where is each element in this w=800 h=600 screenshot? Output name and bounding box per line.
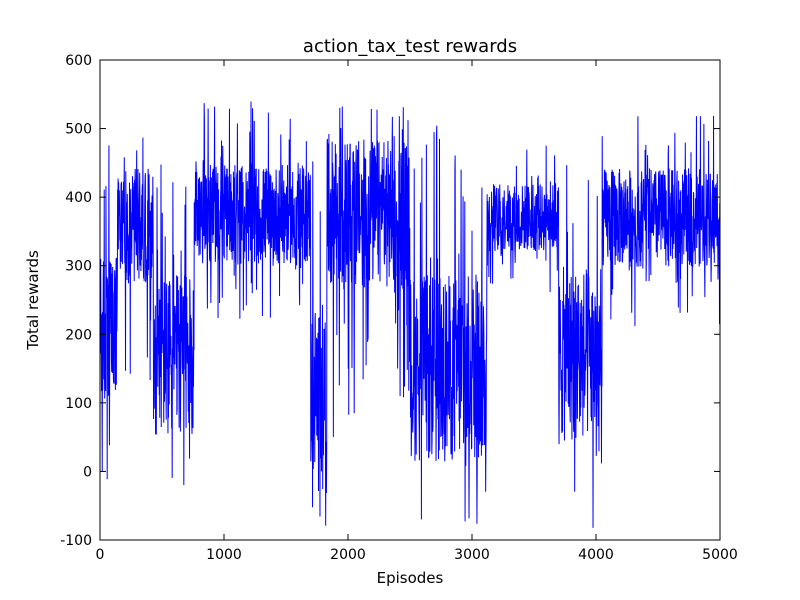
y-tick-label: 200	[65, 327, 92, 343]
plot-frame	[99, 59, 721, 541]
chart-title: action_tax_test rewards	[303, 36, 517, 57]
y-axis-label: Total rewards	[24, 250, 42, 351]
y-tick-label: -100	[60, 533, 92, 549]
y-tick-label: 600	[65, 53, 92, 69]
x-tick-label: 2000	[330, 547, 366, 563]
x-tick-label: 3000	[454, 547, 490, 563]
y-tick-label: 500	[65, 122, 92, 138]
x-tick-label: 1000	[206, 547, 242, 563]
ticks-layer: 0 1000 2000 3000 4000 5000-100010020030040050…	[60, 53, 738, 563]
x-tick-label: 4000	[578, 547, 614, 563]
y-tick-label: 400	[65, 190, 92, 206]
y-tick-label: 100	[65, 396, 92, 412]
x-tick-label: 5000	[702, 547, 738, 563]
y-tick-label: 300	[65, 259, 92, 275]
y-tick-label: 0	[83, 464, 92, 480]
series-layer	[99, 101, 721, 528]
x-tick-label: 0	[96, 547, 105, 563]
series-line-rewards	[99, 101, 721, 528]
x-axis-label: Episodes	[377, 569, 444, 587]
